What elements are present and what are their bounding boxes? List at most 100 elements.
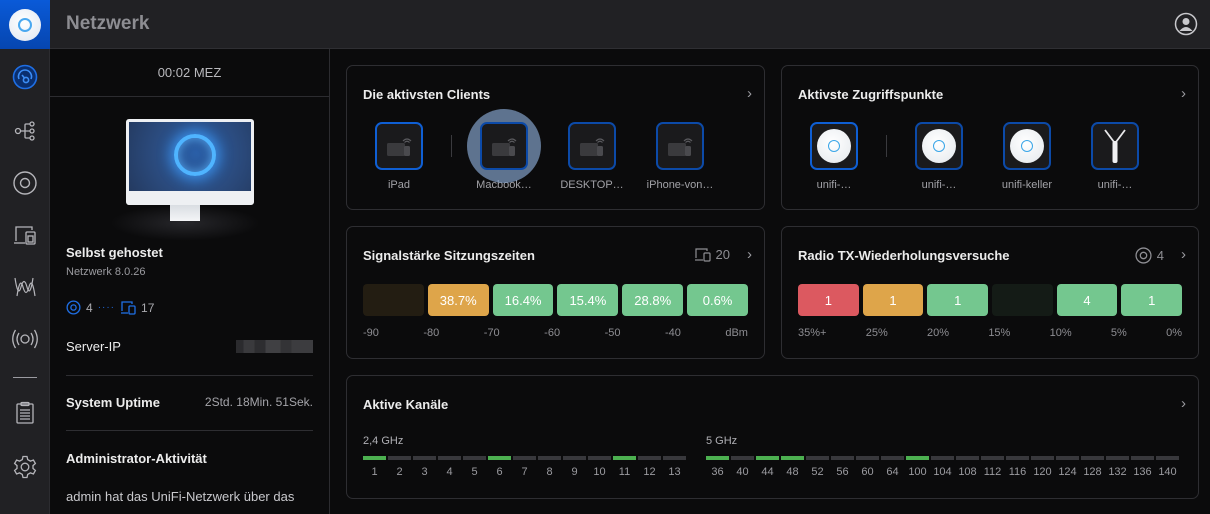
retry-bar[interactable]: [992, 284, 1053, 316]
chevron-right-icon[interactable]: ›: [747, 85, 752, 102]
channel-item: 3: [413, 456, 436, 478]
band-24-channels: 1 2 3 4 5 6 7 8 9 10 11 12 13: [363, 456, 686, 478]
retry-bar[interactable]: 1: [1121, 284, 1183, 316]
retry-bar[interactable]: 1: [927, 284, 989, 316]
signal-bar[interactable]: 38.7%: [427, 284, 489, 316]
wifi-device-icon: [668, 138, 693, 156]
most-active-clients-card[interactable]: Die aktivsten Clients › iPad Macbook… DE…: [346, 65, 765, 210]
rail-divider: [13, 377, 37, 378]
chevron-right-icon[interactable]: ›: [1181, 85, 1186, 102]
uptime-row: System Uptime 2Std. 18Min. 51Sek.: [66, 395, 313, 410]
card-title: Die aktivsten Clients: [363, 87, 491, 102]
channel-number: 48: [786, 466, 799, 478]
divider: [66, 430, 313, 431]
retry-bar[interactable]: 4: [1056, 284, 1118, 316]
signal-bar[interactable]: 16.4%: [492, 284, 554, 316]
signal-strength-card[interactable]: Signalstärke Sitzungszeiten 20 › 38.7% 1…: [346, 226, 765, 359]
ap-tile[interactable]: unifi-…: [810, 122, 858, 191]
channel-number: 136: [1133, 466, 1152, 478]
channel-active-indicator: [756, 456, 779, 460]
active-channels-card[interactable]: Aktive Kanäle › 2,4 GHz 1 2 3 4 5 6 7 8 9 10 11 12 1…: [346, 375, 1199, 499]
ap-name: unifi-…: [1097, 179, 1133, 191]
controller-device-image: [110, 119, 260, 241]
client-tile[interactable]: iPhone-von…: [647, 122, 713, 191]
client-tile[interactable]: DESKTOP…: [560, 122, 624, 191]
client-tile[interactable]: Macbook…: [467, 109, 541, 191]
channel-item: 100: [906, 456, 929, 478]
signal-bar[interactable]: 15.4%: [557, 284, 619, 316]
channel-inactive-indicator: [538, 456, 561, 460]
axis-tick: -60: [544, 327, 561, 339]
signal-bar[interactable]: 0.6%: [687, 284, 748, 316]
rail-item-radios[interactable]: [0, 324, 50, 354]
rail-item-settings[interactable]: [0, 452, 50, 482]
channel-item: 13: [663, 456, 686, 478]
ap-tile[interactable]: unifi-keller: [1002, 122, 1052, 191]
channel-number: 128: [1083, 466, 1102, 478]
channel-number: 4: [446, 466, 453, 478]
channel-item: 5: [463, 456, 486, 478]
rail-item-client-devices[interactable]: [0, 220, 50, 250]
rail-item-topology[interactable]: [0, 116, 50, 146]
channel-item: 7: [513, 456, 536, 478]
channel-number: 36: [711, 466, 724, 478]
uptime-value: 2Std. 18Min. 51Sek.: [204, 395, 313, 409]
ap-tile[interactable]: unifi-…: [915, 122, 963, 191]
topology-icon: [14, 121, 35, 141]
channel-active-indicator: [488, 456, 511, 460]
client-tiles: iPad Macbook… DESKTOP… iPhone-von…: [375, 109, 713, 191]
channel-number: 9: [571, 466, 578, 478]
chevron-right-icon[interactable]: ›: [1181, 395, 1186, 412]
channel-active-indicator: [781, 456, 804, 460]
channel-number: 104: [933, 466, 952, 478]
channel-inactive-indicator: [931, 456, 954, 460]
rail-item-system-log[interactable]: [0, 398, 50, 428]
channel-inactive-indicator: [1081, 456, 1104, 460]
tx-retries-card[interactable]: Radio TX-Wiederholungsversuche 4 › 1 1 1…: [781, 226, 1199, 359]
axis-tick: -70: [483, 327, 500, 339]
client-count-meta: 20: [694, 247, 730, 262]
rail-item-unifi-devices[interactable]: [0, 168, 50, 198]
signal-bar[interactable]: [363, 284, 424, 316]
divider: [66, 375, 313, 376]
channel-number: 3: [421, 466, 428, 478]
chevron-right-icon[interactable]: ›: [1181, 246, 1186, 263]
user-account-icon[interactable]: [1174, 12, 1198, 36]
mesh-antenna-ap-icon: [1104, 129, 1126, 163]
channel-inactive-indicator: [638, 456, 661, 460]
signal-bar[interactable]: 28.8%: [622, 284, 684, 316]
divider: [451, 135, 452, 157]
channel-inactive-indicator: [856, 456, 879, 460]
clipboard-list-icon: [16, 401, 34, 424]
channel-item: 104: [931, 456, 954, 478]
unifi-logo-button[interactable]: [0, 0, 50, 49]
retry-bar[interactable]: 1: [862, 284, 924, 316]
app-title: Netzwerk: [66, 13, 150, 34]
client-count: 20: [715, 247, 730, 262]
axis-tick: 25%: [865, 327, 888, 339]
channel-item: 136: [1131, 456, 1154, 478]
rail-item-insights[interactable]: [0, 272, 50, 302]
uptime-label: System Uptime: [66, 395, 160, 410]
channel-inactive-indicator: [1106, 456, 1129, 460]
most-active-aps-card[interactable]: Aktivste Zugriffspunkte › unifi-… unifi-…: [781, 65, 1199, 210]
retry-bars: 1 1 1 4 1: [798, 284, 1183, 316]
ap-tile[interactable]: unifi-…: [1091, 122, 1139, 191]
channel-item: 124: [1056, 456, 1079, 478]
channel-active-indicator: [363, 456, 386, 460]
rail-item-dashboard[interactable]: [0, 62, 50, 92]
retry-bar[interactable]: 1: [798, 284, 859, 316]
channel-active-indicator: [613, 456, 636, 460]
channel-number: 11: [618, 466, 631, 478]
client-devices-icon: [14, 226, 36, 245]
channel-inactive-indicator: [731, 456, 754, 460]
server-ip-value-redacted: [236, 340, 313, 353]
client-tile[interactable]: iPad: [375, 122, 423, 191]
channel-number: 7: [521, 466, 528, 478]
access-point-icon: [1010, 129, 1044, 163]
client-devices-icon: [694, 248, 711, 262]
chevron-right-icon[interactable]: ›: [747, 246, 752, 263]
card-title: Signalstärke Sitzungszeiten: [363, 248, 535, 263]
channel-inactive-indicator: [1031, 456, 1054, 460]
